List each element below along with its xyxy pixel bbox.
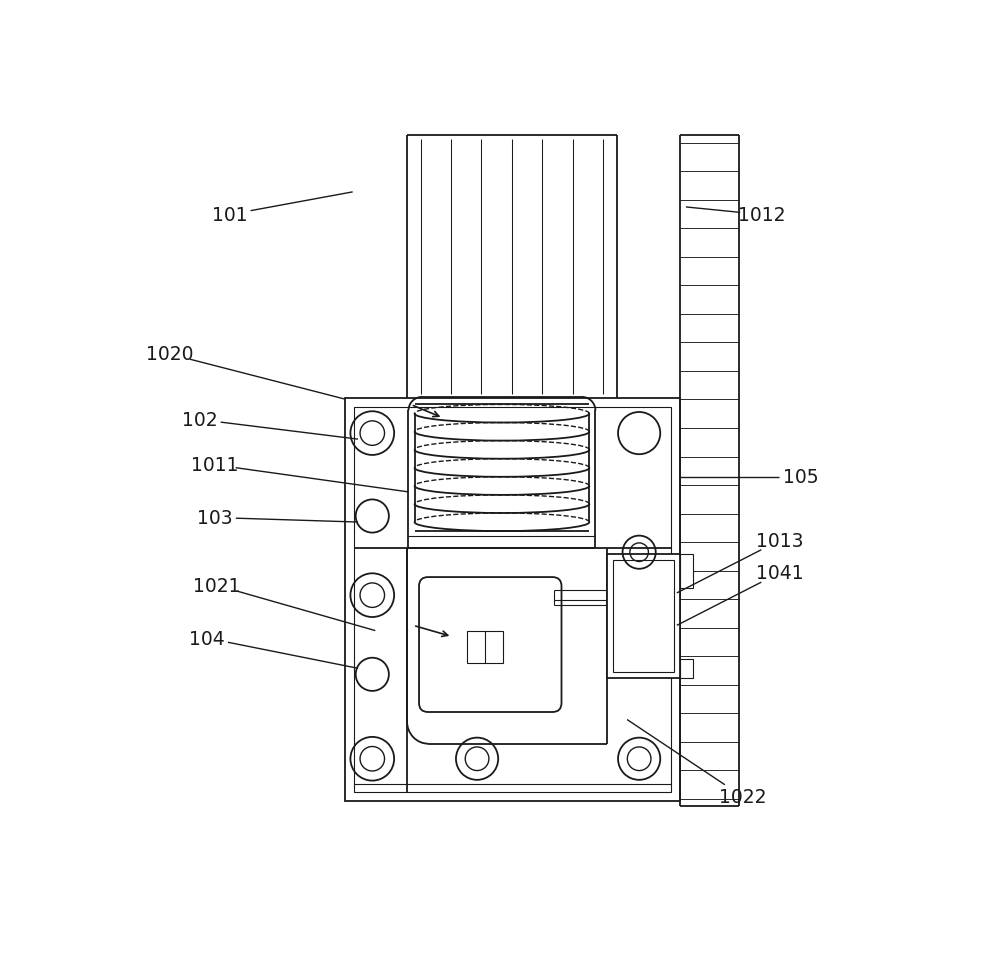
- Text: 101: 101: [212, 205, 248, 225]
- Text: 1041: 1041: [756, 563, 804, 583]
- Text: 1021: 1021: [193, 576, 241, 596]
- Text: 1020: 1020: [146, 345, 193, 364]
- Text: 103: 103: [197, 509, 233, 527]
- Bar: [680, 659, 693, 679]
- Bar: [680, 555, 693, 588]
- Text: 102: 102: [182, 411, 217, 429]
- Bar: [345, 398, 680, 801]
- Bar: [467, 632, 503, 663]
- Text: 1013: 1013: [756, 531, 804, 550]
- Bar: [354, 407, 671, 792]
- Text: 1012: 1012: [738, 205, 785, 225]
- Bar: [613, 560, 674, 672]
- Bar: [607, 555, 680, 679]
- FancyBboxPatch shape: [419, 577, 561, 712]
- Text: 1011: 1011: [191, 456, 238, 474]
- Text: 1022: 1022: [719, 787, 766, 806]
- Text: 104: 104: [189, 629, 225, 648]
- Text: 105: 105: [783, 467, 818, 487]
